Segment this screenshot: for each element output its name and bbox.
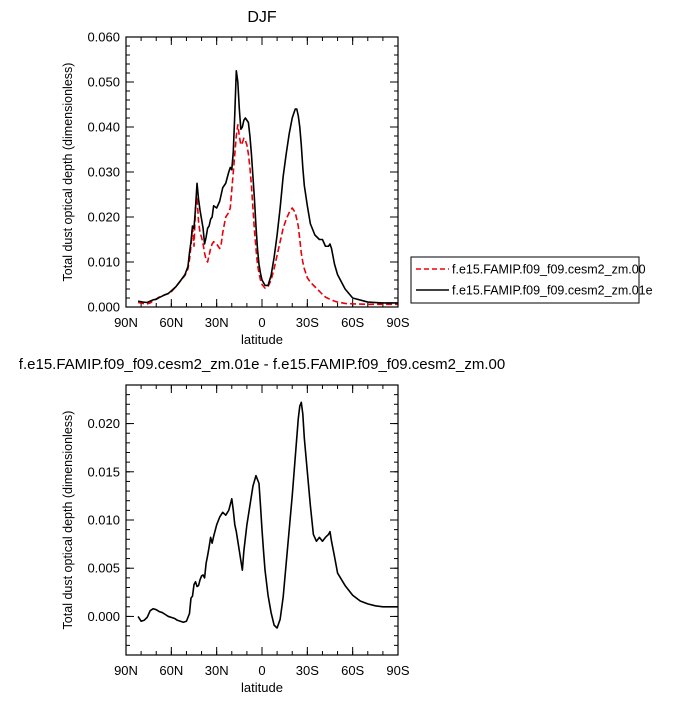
chart2-y-tick-label: 0.015 [87, 464, 120, 479]
chart1-y-tick-label: 0.060 [87, 30, 120, 45]
chart1-y-axis-label: Total dust optical depth (dimensionless) [61, 63, 75, 282]
chart1-x-tick-label: 30N [205, 315, 229, 330]
chart1-x-tick-label: 60S [341, 315, 364, 330]
chart2-x-tick-label: 90S [386, 663, 409, 678]
chart2-y-tick-label: 0.010 [87, 513, 120, 528]
chart2-y-tick-label: 0.020 [87, 416, 120, 431]
chart2-x-tick-label: 60N [159, 663, 183, 678]
chart1-y-tick-label: 0.010 [87, 255, 120, 270]
chart2-y-tick-label: 0.005 [87, 561, 120, 576]
chart2-x-tick-label: 90N [114, 663, 138, 678]
chart1-legend-label-1: f.e15.FAMIP.f09_f09.cesm2_zm.00 [452, 263, 646, 277]
chart1-y-tick-label: 0.030 [87, 165, 120, 180]
chart1-plot-frame [125, 36, 399, 308]
chart2-title: f.e15.FAMIP.f09_f09.cesm2_zm.01e - f.e15… [19, 356, 505, 373]
chart1-x-axis-label: latitude [241, 332, 283, 347]
chart1-y-tick-label: 0.020 [87, 210, 120, 225]
chart2-plot-frame [125, 384, 399, 656]
chart1-x-tick-label: 90N [114, 315, 138, 330]
chart2-x-tick-label: 30S [296, 663, 319, 678]
chart1-series-line-2 [137, 69, 398, 304]
chart1-y-tick-label: 0.040 [87, 120, 120, 135]
chart2-x-tick-label: 0 [258, 663, 265, 678]
chart2-y-axis-label: Total dust optical depth (dimensionless) [61, 411, 75, 630]
chart1-legend-box [410, 256, 640, 304]
chart2-x-tick-label: 60S [341, 663, 364, 678]
chart2-x-axis-label: latitude [241, 680, 283, 695]
chart1-title: DJF [247, 9, 277, 26]
chart1-y-tick-label: 0.000 [87, 300, 120, 315]
chart2-x-tick-label: 30N [205, 663, 229, 678]
chart1-legend-label-2: f.e15.FAMIP.f09_f09.cesm2_zm.01e [452, 284, 653, 298]
chart1-x-tick-label: 30S [296, 315, 319, 330]
chart1-x-tick-label: 60N [159, 315, 183, 330]
chart1-series-line-1 [137, 123, 398, 306]
chart1-y-tick-label: 0.050 [87, 75, 120, 90]
chart2-y-tick-label: 0.000 [87, 609, 120, 624]
chart2-series-line-1 [137, 401, 398, 629]
chart1-x-tick-label: 0 [258, 315, 265, 330]
chart1-x-tick-label: 90S [386, 315, 409, 330]
